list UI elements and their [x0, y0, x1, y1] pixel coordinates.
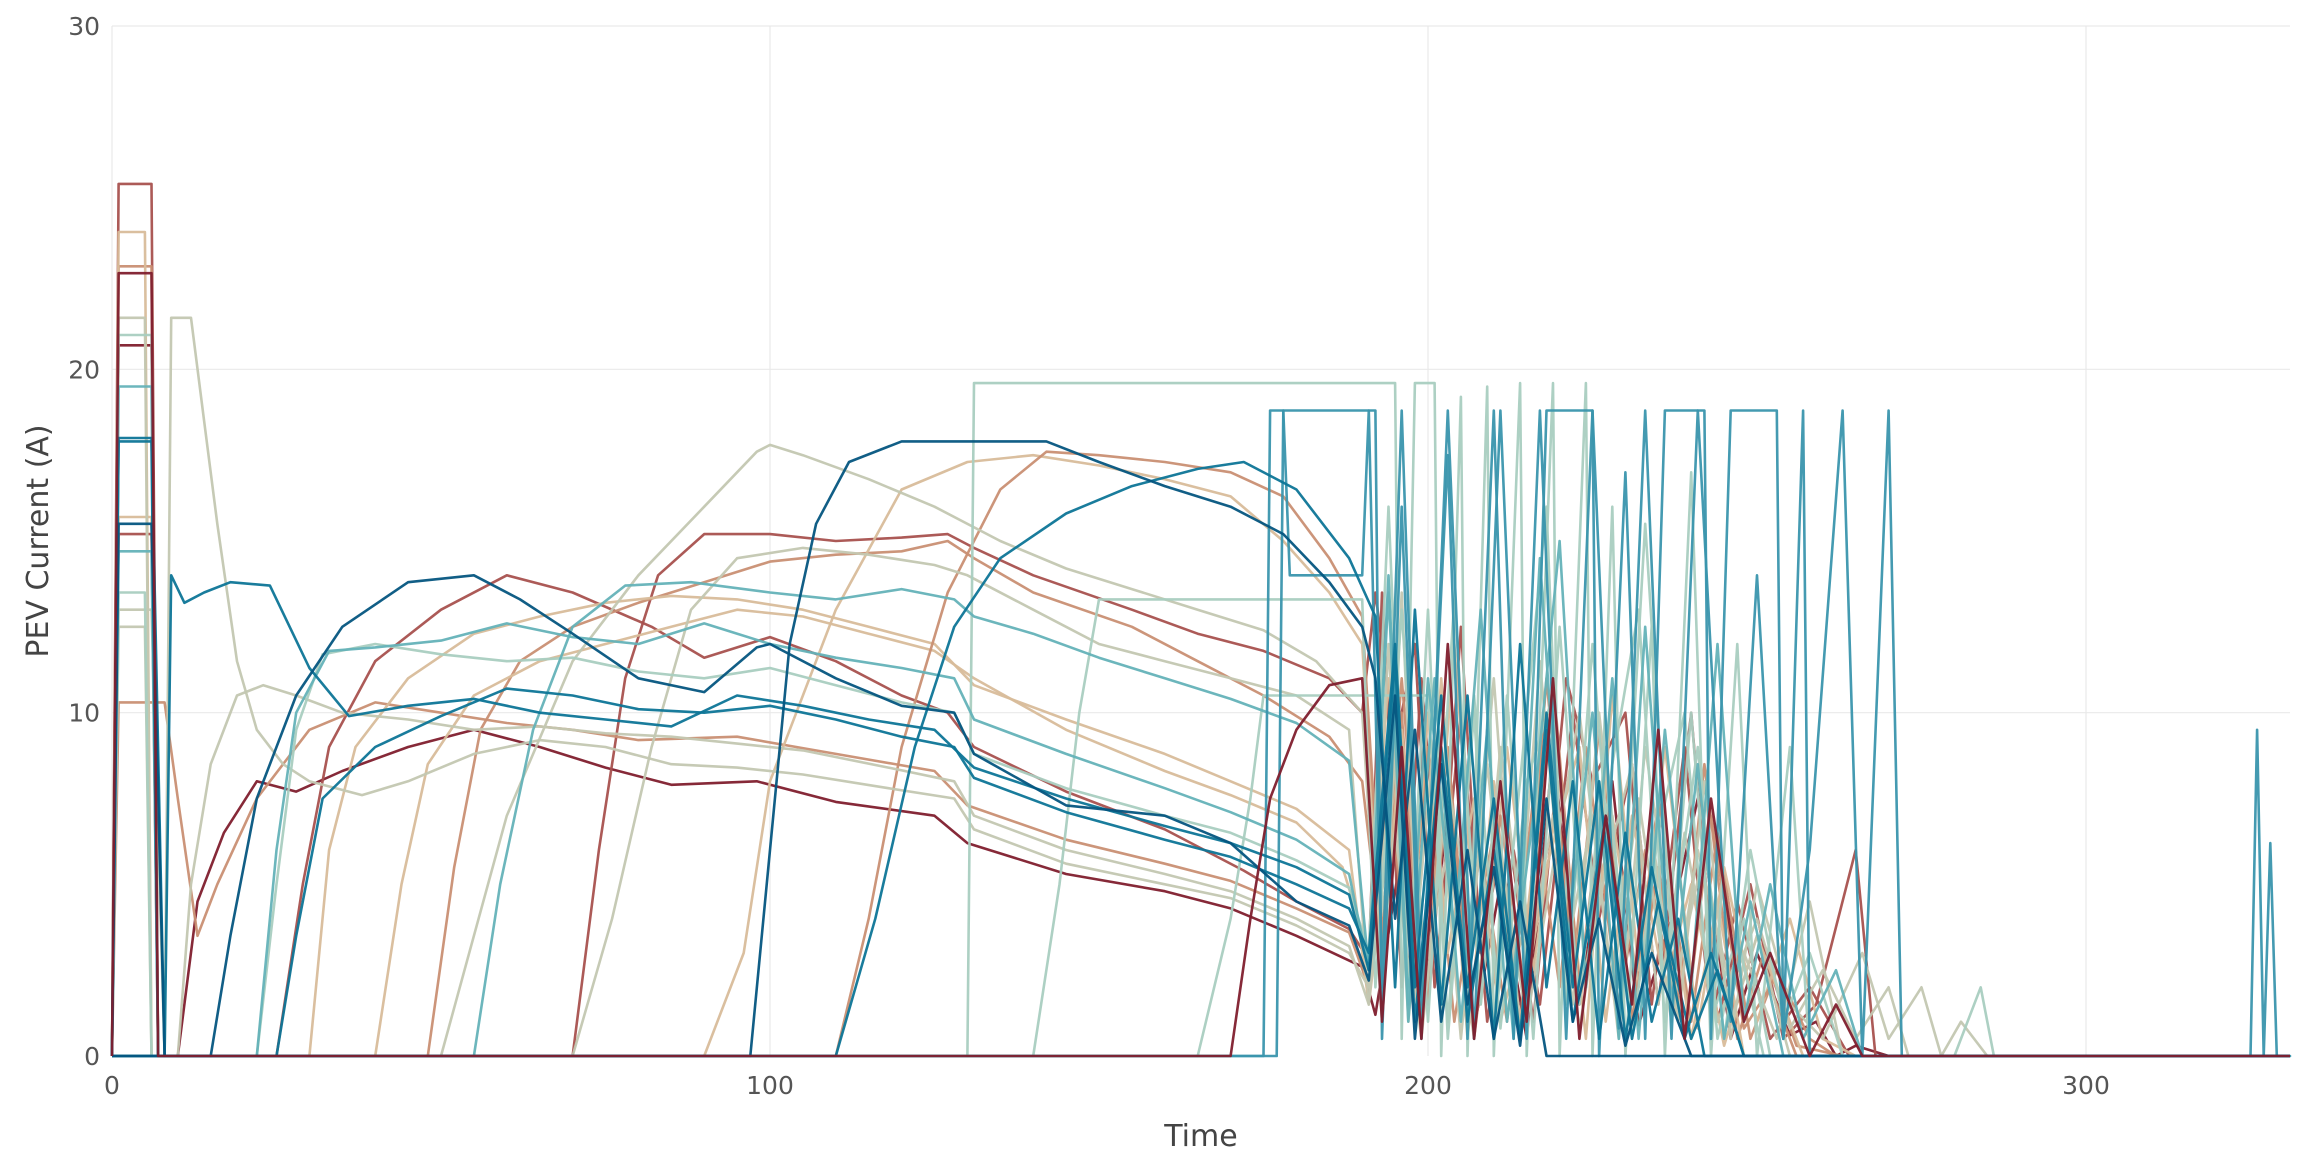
series-lines [110, 182, 2292, 1058]
y-axis-title: PEV Current (A) [21, 424, 56, 657]
series-line-22 [110, 436, 2290, 1058]
series-line-1 [110, 344, 2290, 1058]
series-line-9 [112, 450, 2290, 1058]
series-line-13 [110, 316, 2290, 1058]
x-axis-title: Time [1163, 1119, 1237, 1152]
series-line-21 [112, 409, 2290, 1058]
series-line-24 [110, 440, 2290, 1058]
series-line-4 [110, 701, 2290, 1058]
x-tick-label: 200 [1404, 1071, 1452, 1100]
series-line-27 [110, 271, 2290, 1058]
x-tick-label: 300 [2062, 1071, 2110, 1100]
series-line-16 [112, 598, 2290, 1058]
x-tick-label: 0 [104, 1071, 120, 1100]
series-line-7 [110, 515, 2290, 1058]
y-tick-label: 0 [84, 1042, 100, 1071]
series-line-14 [110, 381, 2290, 1058]
y-tick-label: 30 [68, 12, 100, 41]
series-line-26 [112, 440, 2290, 1058]
y-tick-label: 20 [68, 355, 100, 384]
x-tick-label: 100 [746, 1071, 794, 1100]
series-line-8 [112, 453, 2290, 1058]
series-line-15 [110, 333, 2290, 1058]
y-tick-label: 10 [68, 699, 100, 728]
series-line-10 [110, 316, 2290, 1058]
series-line-20 [112, 409, 2292, 1058]
series-line-11 [110, 608, 2290, 1058]
series-line-19 [110, 385, 2290, 1058]
series-line-12 [112, 443, 2290, 1058]
series-line-2 [110, 182, 2290, 1058]
series-line-6 [110, 230, 2290, 1058]
gridlines [111, 25, 2290, 1056]
series-line-23 [112, 460, 2290, 1058]
series-line-5 [110, 265, 2290, 1058]
